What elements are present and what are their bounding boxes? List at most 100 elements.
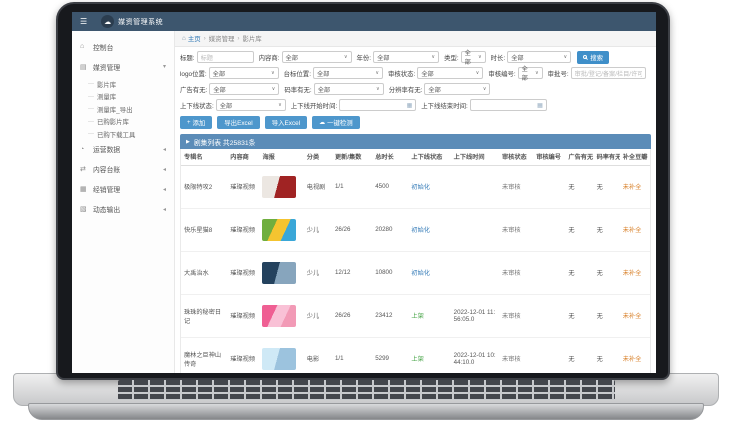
toolbar-button-0[interactable]: + 添加 [180,116,213,129]
online-status-link[interactable]: 初始化 [411,184,430,191]
poster-thumbnail[interactable] [262,304,297,327]
filter-label: 年份: [356,54,372,62]
episodes: 26/26 [331,208,373,252]
laptop-base [28,403,704,420]
episodes: 1/1 [331,165,373,209]
filter-select[interactable]: 全部 ∨ [209,83,280,95]
sidebar-subitem[interactable]: — 已购下载工具 [72,128,174,141]
sidebar-subitem[interactable]: — 测量库_导出 [72,103,174,116]
online-status-link[interactable]: 初始化 [411,227,430,234]
filter-input[interactable]: 审批/登记/备案/栏目/许可 [570,67,646,79]
filter-select[interactable]: 全部 ∨ [373,51,440,63]
poster-thumbnail[interactable] [262,175,297,198]
filter-select[interactable]: 全部 ∨ [517,66,543,82]
column-header: 专辑名 [181,149,228,166]
select-value: 全部 [285,54,298,62]
date-input[interactable]: ▦ [469,99,547,111]
select-value: 全部 [377,54,390,62]
filter-row: 广告有无: 全部 ∨ 码率有无: 全部 ∨ 分辨率有无: 全部 ∨ [180,81,651,97]
filter-select[interactable]: 全部 ∨ [281,51,352,63]
filter-input[interactable]: 标题 [196,51,254,63]
sidebar-item-1[interactable]: ▤ 媒资管理 ▾ [72,58,174,75]
online-time [450,208,499,252]
chevron-down-icon: ▾ [162,64,166,70]
sidebar-subitem[interactable]: — 测量库 [72,91,174,104]
douban-completion: 未补全 [619,165,650,209]
sidebar-item-2[interactable]: ◔ 运营数据 ◂ [72,141,174,158]
search-button-label: 搜索 [590,54,603,62]
action-toolbar: + 添加 导出Excel 导入Excel ☁ 一键检测 [175,113,656,133]
column-header: 内容商 [227,149,260,166]
input-placeholder: 审批/登记/备案/栏目/许可 [574,70,642,78]
online-status-link[interactable]: 上架 [411,356,424,363]
select-value: 全部 [428,86,441,94]
toolbar-button-label: 添加 [192,120,206,127]
online-status-link[interactable]: 上架 [411,313,424,320]
content-provider: 璀璨视频 [227,337,260,373]
filter-label: 上下线结束时间: [421,102,468,110]
bitrate-flag: 无 [593,337,620,373]
online-status-link[interactable]: 初始化 [411,270,430,277]
date-input[interactable]: ▦ [339,99,417,111]
sidebar-item-5[interactable]: ▧ 动态输出 ◂ [72,201,174,218]
toolbar-button-1[interactable]: 导出Excel [217,116,260,129]
audit-status: 未审核 [498,165,534,209]
chevron-down-icon: ∨ [270,70,275,76]
category: 电影 [303,337,332,373]
select-value: 全部 [521,66,528,82]
media-icon: ▤ [80,63,87,71]
hamburger-menu-icon[interactable]: ☰ [80,17,88,26]
poster-thumbnail[interactable] [262,218,297,241]
sidebar-item-4[interactable]: ▦ 经销管理 ◂ [72,181,174,198]
select-value: 全部 [212,70,226,78]
audit-number [533,165,566,209]
video-icon: ▶ [186,138,190,145]
ad-flag: 无 [565,251,594,295]
filter-label: 类型: [444,54,459,62]
breadcrumb-item[interactable]: 影片库 [242,36,262,43]
breadcrumb-item[interactable]: 媒资管理 [208,36,235,43]
sidebar-subitem[interactable]: — 已购影片库 [72,116,174,129]
filter-select[interactable]: 全部 ∨ [460,50,486,66]
chevron-down-icon: ∨ [431,54,436,60]
select-value: 全部 [317,86,331,94]
sidebar-item-label: 经销管理 [93,187,121,194]
sidebar-item-0[interactable]: ⌂ 控制台 [72,38,174,55]
filter-select[interactable]: 全部 ∨ [417,67,484,79]
filter-select[interactable]: 全部 ∨ [208,67,279,79]
douban-completion: 未补全 [619,337,650,373]
console-icon: ⌂ [80,43,85,50]
toolbar-button-label: 导入Excel [271,120,301,127]
filter-label: 台标位置: [283,70,311,78]
filter-select[interactable]: 全部 ∨ [312,67,383,79]
filter-select[interactable]: 全部 ∨ [424,83,491,95]
episodes: 1/1 [331,337,373,373]
search-button[interactable]: 搜索 [577,50,609,64]
filter-select[interactable]: 全部 ∨ [215,99,286,111]
sidebar-subitem-label: 影片库 [97,81,117,89]
select-value: 全部 [316,70,330,78]
select-value: 全部 [219,102,233,110]
calendar-icon: ▦ [406,102,413,109]
sidebar-item-3[interactable]: ⇄ 内容台账 ◂ [72,161,174,178]
input-placeholder: 标题 [200,54,213,62]
filter-label: 内容商: [258,54,280,62]
audit-status: 未审核 [498,294,534,338]
breadcrumb-item[interactable]: 主页 [187,36,201,43]
poster-thumbnail[interactable] [262,347,297,370]
bitrate-flag: 无 [593,165,620,209]
chevron-down-icon: ∨ [477,54,482,60]
chevron-left-icon: ◂ [162,166,166,173]
list-panel-header: ▶ 剧集列表 共25831条 [180,134,651,149]
filter-select[interactable]: 全部 ∨ [507,51,572,63]
chevron-down-icon: ∨ [278,102,282,108]
sidebar-subitem[interactable]: — 影片库 [72,78,174,91]
column-header: 上下线时间 [450,149,499,166]
toolbar-button-label: 导出Excel [224,120,253,127]
filter-select[interactable]: 全部 ∨ [313,83,384,95]
toolbar-button-3[interactable]: ☁ 一键检测 [312,116,360,129]
content-provider: 璀璨视频 [227,208,260,252]
toolbar-button-2[interactable]: 导入Excel [264,116,308,129]
poster-thumbnail[interactable] [262,261,297,284]
plus-icon: + [187,119,191,126]
